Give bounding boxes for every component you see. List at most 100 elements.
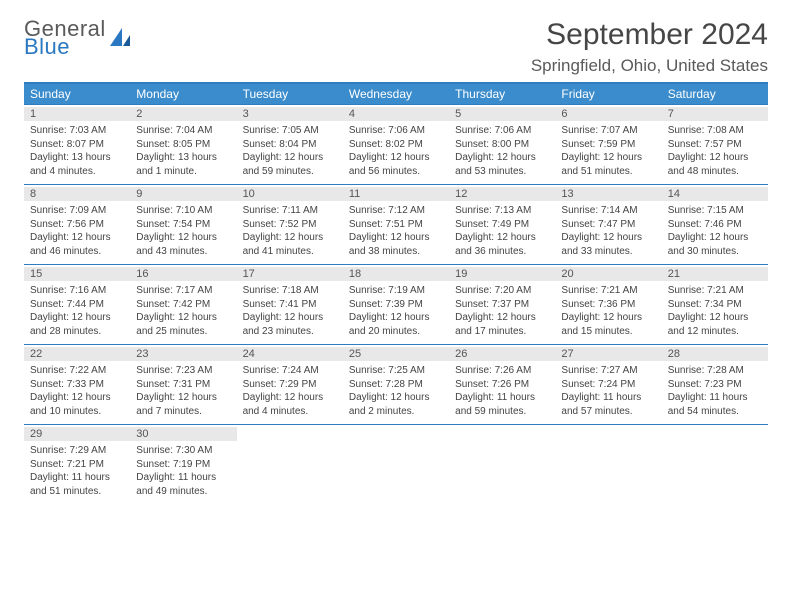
sunrise-line: Sunrise: 7:21 AM <box>561 284 655 298</box>
day-number: 28 <box>662 347 768 361</box>
day-number: 24 <box>237 347 343 361</box>
day-details: Sunrise: 7:22 AMSunset: 7:33 PMDaylight:… <box>30 364 124 418</box>
calendar: SundayMondayTuesdayWednesdayThursdayFrid… <box>24 82 768 504</box>
day-details: Sunrise: 7:06 AMSunset: 8:00 PMDaylight:… <box>455 124 549 178</box>
day-details: Sunrise: 7:25 AMSunset: 7:28 PMDaylight:… <box>349 364 443 418</box>
day-cell: 12 Sunrise: 7:13 AMSunset: 7:49 PMDayligh… <box>449 185 555 264</box>
daylight-line: Daylight: 12 hours and 10 minutes. <box>30 391 124 418</box>
sunrise-line: Sunrise: 7:25 AM <box>349 364 443 378</box>
day-number: 22 <box>24 347 130 361</box>
day-details: Sunrise: 7:27 AMSunset: 7:24 PMDaylight:… <box>561 364 655 418</box>
sunset-line: Sunset: 7:52 PM <box>243 218 337 232</box>
sunset-line: Sunset: 7:41 PM <box>243 298 337 312</box>
day-number: 8 <box>24 187 130 201</box>
day-number: 13 <box>555 187 661 201</box>
day-details: Sunrise: 7:03 AMSunset: 8:07 PMDaylight:… <box>30 124 124 178</box>
weekday-header: Tuesday <box>237 84 343 104</box>
daylight-line: Daylight: 11 hours and 49 minutes. <box>136 471 230 498</box>
day-cell: 23Sunrise: 7:23 AMSunset: 7:31 PMDayligh… <box>130 345 236 424</box>
day-cell <box>449 425 555 504</box>
day-cell: 16Sunrise: 7:17 AMSunset: 7:42 PMDayligh… <box>130 265 236 344</box>
day-details: Sunrise: 7:19 AMSunset: 7:39 PMDaylight:… <box>349 284 443 338</box>
day-number: 3 <box>237 107 343 121</box>
day-cell: 28Sunrise: 7:28 AMSunset: 7:23 PMDayligh… <box>662 345 768 424</box>
daylight-line: Daylight: 12 hours and 17 minutes. <box>455 311 549 338</box>
daylight-line: Daylight: 11 hours and 57 minutes. <box>561 391 655 418</box>
sunrise-line: Sunrise: 7:20 AM <box>455 284 549 298</box>
day-cell <box>555 425 661 504</box>
day-details: Sunrise: 7:15 AMSunset: 7:46 PMDaylight:… <box>668 204 762 258</box>
day-cell: 21Sunrise: 7:21 AMSunset: 7:34 PMDayligh… <box>662 265 768 344</box>
daylight-line: Daylight: 12 hours and 56 minutes. <box>349 151 443 178</box>
day-number: 9 <box>130 187 236 201</box>
day-number: 25 <box>343 347 449 361</box>
daylight-line: Daylight: 12 hours and 2 minutes. <box>349 391 443 418</box>
day-details: Sunrise: 7:06 AMSunset: 8:02 PMDaylight:… <box>349 124 443 178</box>
sunset-line: Sunset: 7:49 PM <box>455 218 549 232</box>
sunset-line: Sunset: 7:28 PM <box>349 378 443 392</box>
day-number: 12 <box>449 187 555 201</box>
daylight-line: Daylight: 12 hours and 41 minutes. <box>243 231 337 258</box>
sunrise-line: Sunrise: 7:07 AM <box>561 124 655 138</box>
day-details: Sunrise: 7:13 AMSunset: 7:49 PMDaylight:… <box>455 204 549 258</box>
day-cell: 30Sunrise: 7:30 AMSunset: 7:19 PMDayligh… <box>130 425 236 504</box>
day-details: Sunrise: 7:11 AMSunset: 7:52 PMDaylight:… <box>243 204 337 258</box>
daylight-line: Daylight: 13 hours and 1 minute. <box>136 151 230 178</box>
sunset-line: Sunset: 7:21 PM <box>30 458 124 472</box>
sunset-line: Sunset: 7:31 PM <box>136 378 230 392</box>
daylight-line: Daylight: 12 hours and 59 minutes. <box>243 151 337 178</box>
day-cell: 15Sunrise: 7:16 AMSunset: 7:44 PMDayligh… <box>24 265 130 344</box>
day-number: 16 <box>130 267 236 281</box>
sunrise-line: Sunrise: 7:06 AM <box>349 124 443 138</box>
day-cell: 29 Sunrise: 7:29 AMSunset: 7:21 PMDayligh… <box>24 425 130 504</box>
day-details: Sunrise: 7:08 AMSunset: 7:57 PMDaylight:… <box>668 124 762 178</box>
day-cell: 11Sunrise: 7:12 AMSunset: 7:51 PMDayligh… <box>343 185 449 264</box>
day-details: Sunrise: 7:09 AMSunset: 7:56 PMDaylight:… <box>30 204 124 258</box>
week-row: 1Sunrise: 7:03 AMSunset: 8:07 PMDaylight… <box>24 104 768 184</box>
day-details: Sunrise: 7:20 AMSunset: 7:37 PMDaylight:… <box>455 284 549 338</box>
sunrise-line: Sunrise: 7:26 AM <box>455 364 549 378</box>
day-cell <box>343 425 449 504</box>
daylight-line: Daylight: 12 hours and 36 minutes. <box>455 231 549 258</box>
sunrise-line: Sunrise: 7:18 AM <box>243 284 337 298</box>
daylight-line: Daylight: 12 hours and 12 minutes. <box>668 311 762 338</box>
sunrise-line: Sunrise: 7:12 AM <box>349 204 443 218</box>
day-cell: 3Sunrise: 7:05 AMSunset: 8:04 PMDaylight… <box>237 105 343 184</box>
day-details: Sunrise: 7:29 AMSunset: 7:21 PMDaylight:… <box>30 444 124 498</box>
daylight-line: Daylight: 12 hours and 15 minutes. <box>561 311 655 338</box>
sunset-line: Sunset: 7:33 PM <box>30 378 124 392</box>
day-cell: 22 Sunrise: 7:22 AMSunset: 7:33 PMDayligh… <box>24 345 130 424</box>
weekday-header: Sunday <box>24 84 130 104</box>
sunset-line: Sunset: 7:57 PM <box>668 138 762 152</box>
daylight-line: Daylight: 12 hours and 25 minutes. <box>136 311 230 338</box>
sunset-line: Sunset: 7:26 PM <box>455 378 549 392</box>
day-cell: 10 Sunrise: 7:11 AMSunset: 7:52 PMDayligh… <box>237 185 343 264</box>
weekday-header: Friday <box>555 84 661 104</box>
daylight-line: Daylight: 12 hours and 38 minutes. <box>349 231 443 258</box>
day-details: Sunrise: 7:07 AMSunset: 7:59 PMDaylight:… <box>561 124 655 178</box>
day-number: 29 <box>24 427 130 441</box>
day-cell: 19Sunrise: 7:20 AMSunset: 7:37 PMDayligh… <box>449 265 555 344</box>
sunset-line: Sunset: 7:44 PM <box>30 298 124 312</box>
day-details: Sunrise: 7:10 AMSunset: 7:54 PMDaylight:… <box>136 204 230 258</box>
daylight-line: Daylight: 12 hours and 43 minutes. <box>136 231 230 258</box>
weekday-header: Wednesday <box>343 84 449 104</box>
sunrise-line: Sunrise: 7:29 AM <box>30 444 124 458</box>
day-details: Sunrise: 7:26 AMSunset: 7:26 PMDaylight:… <box>455 364 549 418</box>
sunrise-line: Sunrise: 7:19 AM <box>349 284 443 298</box>
sunset-line: Sunset: 8:07 PM <box>30 138 124 152</box>
sunset-line: Sunset: 7:36 PM <box>561 298 655 312</box>
day-details: Sunrise: 7:04 AMSunset: 8:05 PMDaylight:… <box>136 124 230 178</box>
sunrise-line: Sunrise: 7:28 AM <box>668 364 762 378</box>
day-number: 10 <box>237 187 343 201</box>
sunrise-line: Sunrise: 7:16 AM <box>30 284 124 298</box>
sunset-line: Sunset: 7:23 PM <box>668 378 762 392</box>
sunrise-line: Sunrise: 7:17 AM <box>136 284 230 298</box>
sunrise-line: Sunrise: 7:24 AM <box>243 364 337 378</box>
sunset-line: Sunset: 7:39 PM <box>349 298 443 312</box>
daylight-line: Daylight: 13 hours and 4 minutes. <box>30 151 124 178</box>
day-cell: 17Sunrise: 7:18 AMSunset: 7:41 PMDayligh… <box>237 265 343 344</box>
day-details: Sunrise: 7:18 AMSunset: 7:41 PMDaylight:… <box>243 284 337 338</box>
day-number: 27 <box>555 347 661 361</box>
day-details: Sunrise: 7:24 AMSunset: 7:29 PMDaylight:… <box>243 364 337 418</box>
